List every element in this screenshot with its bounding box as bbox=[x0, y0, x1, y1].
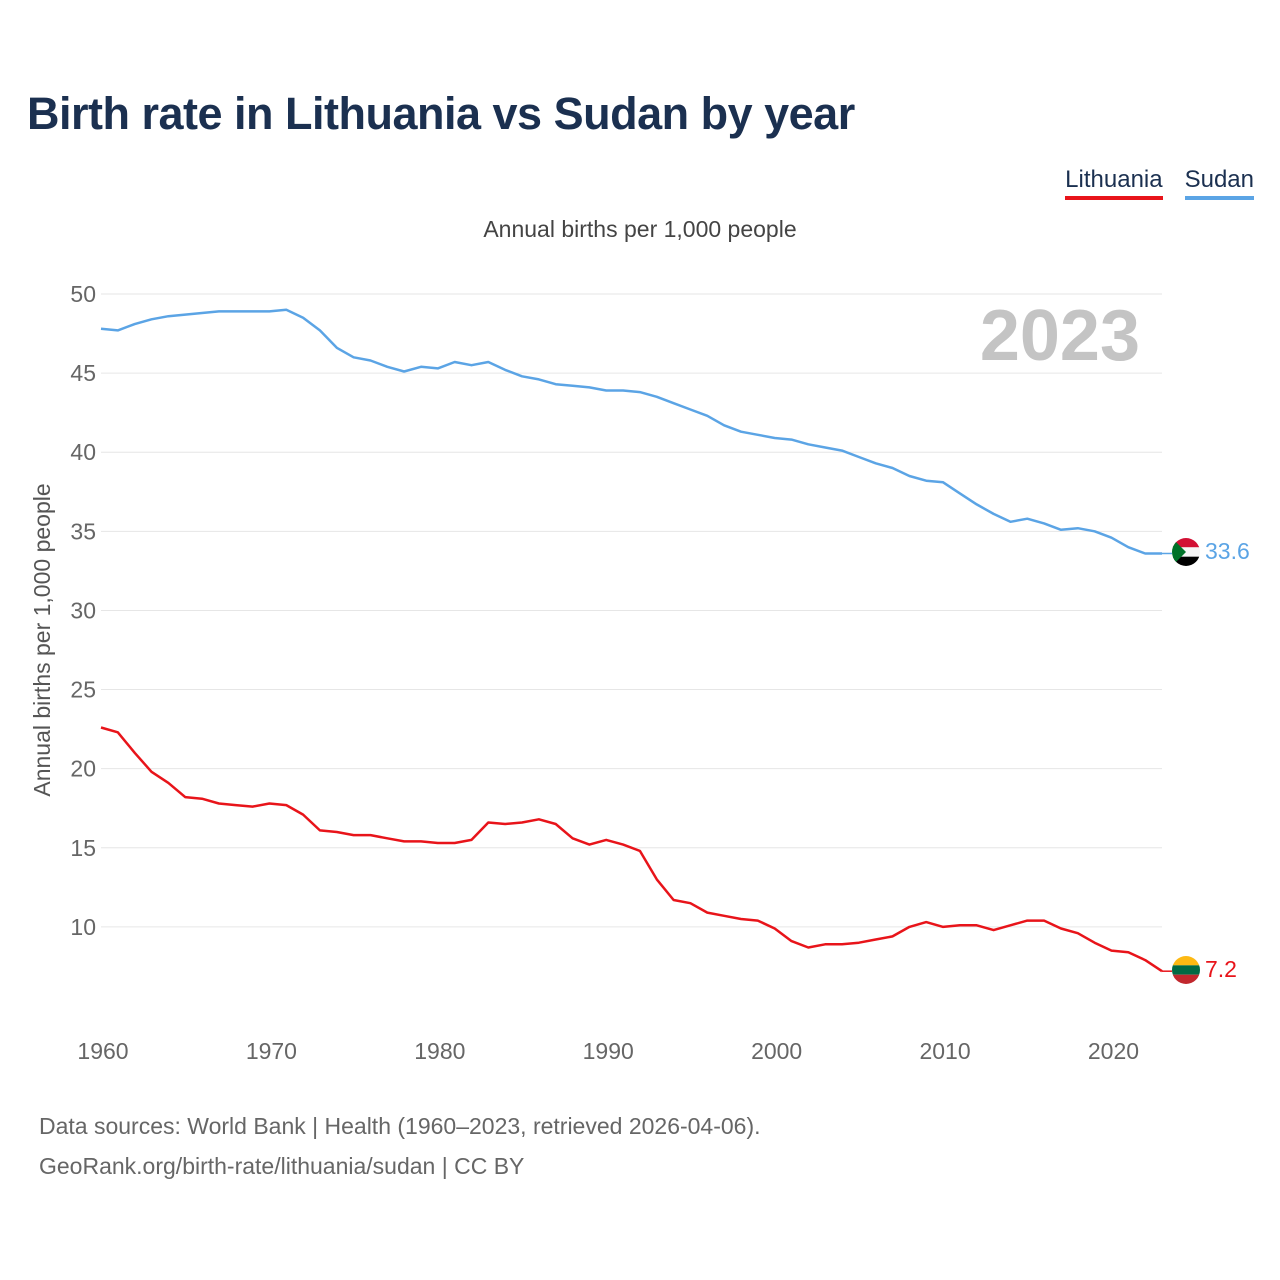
y-tick-label: 35 bbox=[70, 518, 96, 544]
lithuania-flag-icon bbox=[1172, 956, 1200, 984]
source-note: Data sources: World Bank | Health (1960–… bbox=[39, 1106, 761, 1186]
x-tick-label: 1960 bbox=[77, 1038, 128, 1064]
y-tick-label: 40 bbox=[70, 439, 96, 465]
source-line-1: Data sources: World Bank | Health (1960–… bbox=[39, 1113, 761, 1139]
x-tick-label: 2010 bbox=[919, 1038, 970, 1064]
y-tick-label: 15 bbox=[70, 835, 96, 861]
series-line-sudan[interactable] bbox=[100, 308, 1162, 555]
y-tick-label: 20 bbox=[70, 756, 96, 782]
line-chart: 10 15 20 25 30 35 40 45 50 1960 1970 1980 1990 2000 2… bbox=[29, 281, 1250, 1064]
y-tick-label: 30 bbox=[70, 597, 96, 623]
y-tick-label: 25 bbox=[70, 677, 96, 703]
x-tick-label: 1970 bbox=[246, 1038, 297, 1064]
x-tick-label: 1980 bbox=[414, 1038, 465, 1064]
source-line-2[interactable]: GeoRank.org/birth-rate/lithuania/sudan |… bbox=[39, 1153, 525, 1179]
legend-item-sudan[interactable]: Sudan bbox=[1184, 166, 1254, 200]
sudan-flag-icon bbox=[1172, 538, 1200, 566]
lithuania-end-label: 7.2 bbox=[1205, 956, 1237, 982]
y-axis-label: Annual births per 1,000 people bbox=[29, 483, 55, 796]
legend: Lithuania Sudan bbox=[1065, 166, 1254, 200]
sudan-end-label: 33.6 bbox=[1205, 538, 1250, 564]
legend-item-lithuania[interactable]: Lithuania bbox=[1065, 166, 1163, 200]
year-label: 2023 bbox=[980, 296, 1140, 376]
x-tick-label: 1990 bbox=[583, 1038, 634, 1064]
y-tick-label: 50 bbox=[70, 281, 96, 307]
chart-title: Birth rate in Lithuania vs Sudan by year bbox=[27, 88, 855, 139]
grid-lines bbox=[101, 293, 1162, 928]
chart-subtitle: Annual births per 1,000 people bbox=[483, 216, 797, 242]
series-lines bbox=[100, 308, 1172, 973]
y-tick-labels: 10 15 20 25 30 35 40 45 50 bbox=[70, 281, 96, 940]
x-tick-labels: 1960 1970 1980 1990 2000 2010 2020 bbox=[77, 1038, 1139, 1064]
x-tick-label: 2000 bbox=[751, 1038, 802, 1064]
y-tick-label: 45 bbox=[70, 360, 96, 386]
series-line-lithuania[interactable] bbox=[100, 726, 1163, 973]
y-tick-label: 10 bbox=[70, 914, 96, 940]
x-tick-label: 2020 bbox=[1088, 1038, 1139, 1064]
